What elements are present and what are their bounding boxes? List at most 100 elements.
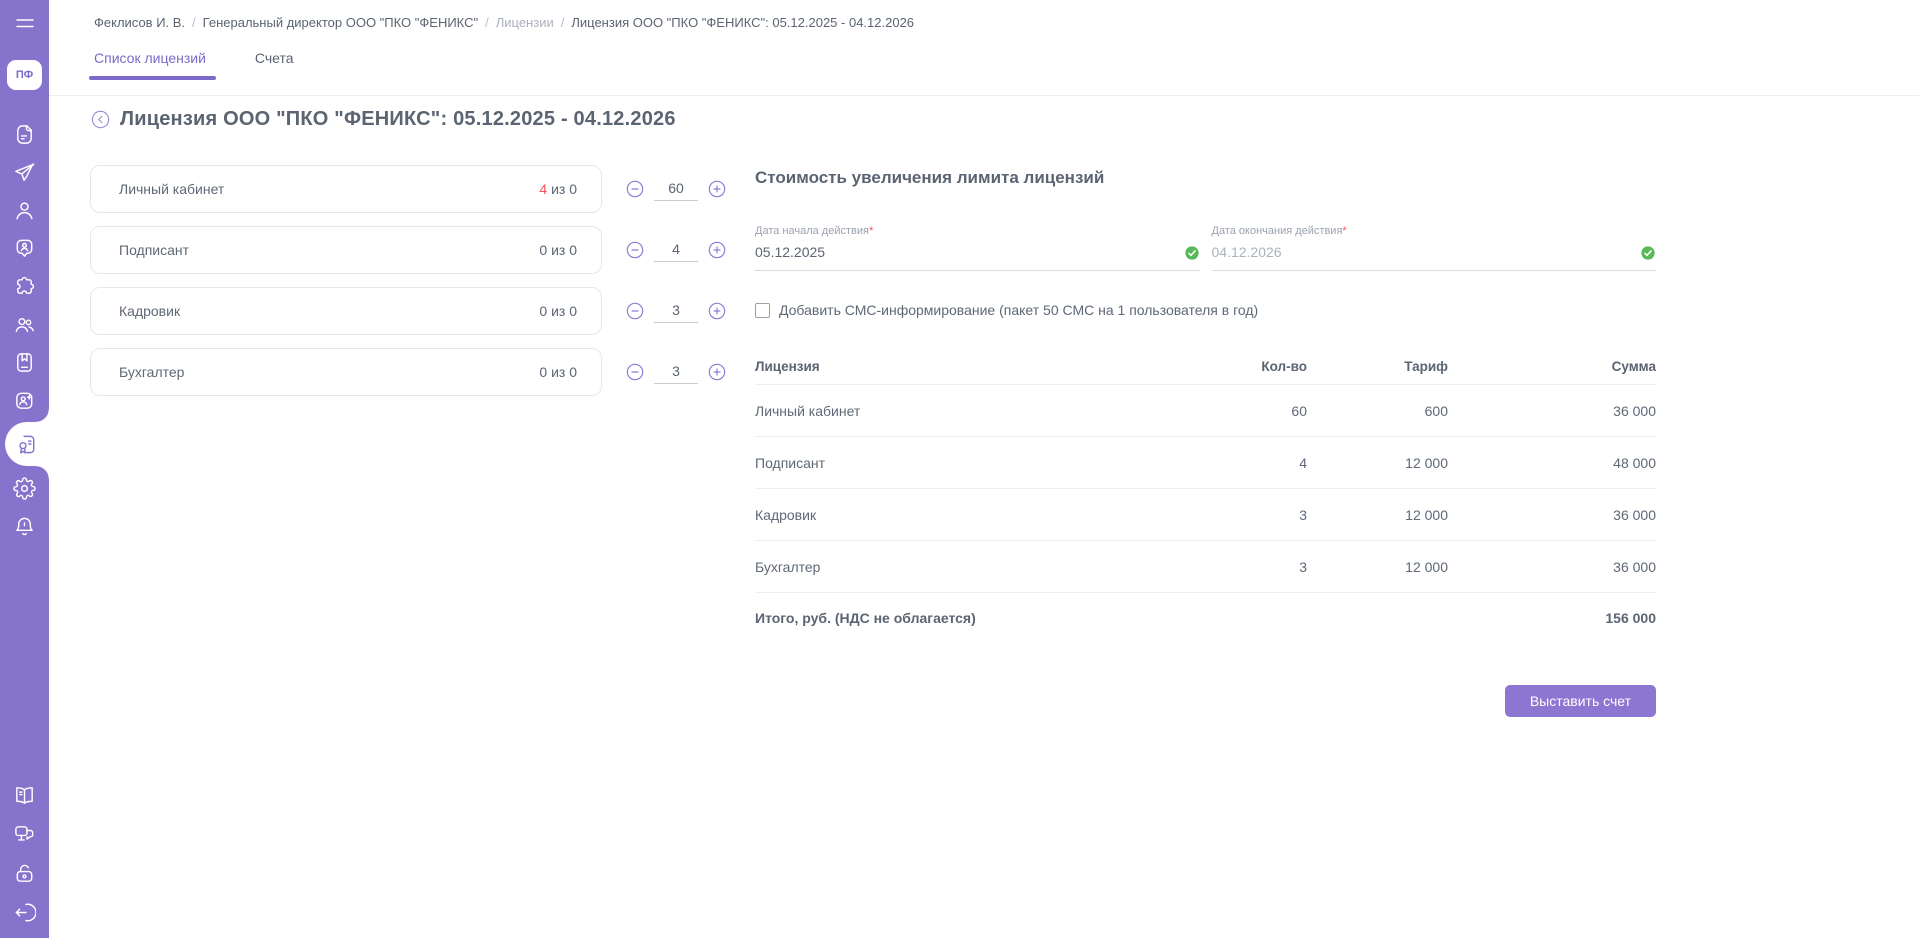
page-title-row: Лицензия ООО "ПКО "ФЕНИКС": 05.12.2025 -… bbox=[90, 108, 676, 131]
page-title: Лицензия ООО "ПКО "ФЕНИКС": 05.12.2025 -… bbox=[120, 108, 676, 130]
plus-circle-icon bbox=[708, 302, 726, 320]
tab-bar: Список лицензий Счета bbox=[89, 50, 294, 80]
decrement-button[interactable] bbox=[625, 301, 645, 321]
decrement-button[interactable] bbox=[625, 362, 645, 382]
sidebar-item-documents[interactable] bbox=[0, 115, 49, 153]
users-group-icon bbox=[15, 317, 34, 332]
sidebar-item-settings[interactable] bbox=[0, 469, 49, 507]
plus-circle-icon bbox=[708, 363, 726, 381]
license-card-label: Бухгалтер bbox=[119, 364, 185, 380]
quantity-input[interactable] bbox=[654, 360, 698, 384]
minus-circle-icon bbox=[626, 302, 644, 320]
total-value: 156 000 bbox=[1605, 610, 1656, 626]
license-cards: Личный кабинет 4 из 0 Подписант 0 из 0 bbox=[90, 165, 771, 409]
cell-license: Подписант bbox=[755, 454, 826, 471]
user-add-icon bbox=[16, 392, 33, 409]
app-logo[interactable]: ПФ bbox=[7, 60, 42, 90]
license-card-personal-account[interactable]: Личный кабинет 4 из 0 bbox=[90, 165, 602, 213]
breadcrumb-current: Лицензия ООО "ПКО "ФЕНИКС": 05.12.2025 -… bbox=[571, 15, 915, 30]
sidebar-item-profile[interactable] bbox=[0, 191, 49, 229]
date-start-label: Дата начала действия* bbox=[755, 225, 874, 237]
breadcrumb-user[interactable]: Феклисов И. В. bbox=[94, 15, 186, 30]
chevron-left-circle-icon bbox=[91, 110, 110, 129]
total-count: из 0 bbox=[547, 181, 577, 197]
sidebar-item-integrations[interactable] bbox=[0, 267, 49, 305]
increment-button[interactable] bbox=[707, 362, 727, 382]
sidebar-item-directory[interactable] bbox=[0, 343, 49, 381]
table-row: Подписант 4 12 000 48 000 bbox=[755, 437, 1656, 489]
breadcrumb-licenses-link[interactable]: Лицензии bbox=[495, 15, 554, 30]
used-count: 4 bbox=[539, 181, 548, 197]
menu-icon[interactable] bbox=[13, 12, 37, 32]
cell-quantity: 60 bbox=[1291, 402, 1307, 419]
sidebar: ПФ bbox=[0, 0, 49, 938]
cell-quantity: 3 bbox=[1299, 506, 1307, 523]
date-end-input[interactable]: 04.12.2026 bbox=[1211, 244, 1282, 260]
sidebar-item-manual[interactable] bbox=[0, 783, 49, 807]
total-count: из 0 bbox=[547, 303, 577, 319]
sidebar-item-security[interactable] bbox=[0, 861, 49, 885]
column-header-tariff: Тариф bbox=[1404, 359, 1448, 374]
license-stepper bbox=[625, 238, 727, 262]
used-count: 0 bbox=[539, 364, 548, 380]
document-icon bbox=[17, 124, 32, 144]
increment-button[interactable] bbox=[707, 301, 727, 321]
license-card-label: Личный кабинет bbox=[119, 181, 225, 197]
sidebar-item-logout[interactable] bbox=[0, 900, 49, 924]
license-row: Подписант 0 из 0 bbox=[90, 226, 771, 274]
support-chat-icon bbox=[15, 825, 34, 841]
cost-table: Лицензия Кол-во Тариф Сумма Личный кабин… bbox=[755, 359, 1656, 643]
decrement-button[interactable] bbox=[625, 179, 645, 199]
license-card-count: 0 из 0 bbox=[539, 242, 577, 258]
open-book-icon bbox=[16, 786, 33, 804]
decrement-button[interactable] bbox=[625, 240, 645, 260]
license-card-count: 0 из 0 bbox=[539, 364, 577, 380]
quantity-input[interactable] bbox=[654, 299, 698, 323]
sidebar-item-notifications[interactable] bbox=[0, 507, 49, 545]
cell-sum: 36 000 bbox=[1613, 402, 1656, 419]
issue-invoice-button[interactable]: Выставить счет bbox=[1504, 685, 1656, 717]
license-card-signer[interactable]: Подписант 0 из 0 bbox=[90, 226, 602, 274]
puzzle-icon bbox=[17, 276, 35, 294]
used-count: 0 bbox=[539, 242, 548, 258]
cell-quantity: 4 bbox=[1299, 454, 1307, 471]
tab-invoices[interactable]: Счета bbox=[254, 50, 294, 66]
settings-icon bbox=[13, 476, 36, 500]
quantity-input[interactable] bbox=[654, 177, 698, 201]
license-card-label: Кадровик bbox=[119, 303, 181, 319]
sidebar-item-employee-card[interactable] bbox=[0, 229, 49, 267]
column-header-sum: Сумма bbox=[1611, 359, 1656, 374]
sidebar-item-licenses[interactable] bbox=[5, 409, 49, 479]
sidebar-item-send[interactable] bbox=[0, 153, 49, 191]
required-mark: * bbox=[1342, 225, 1347, 237]
back-button[interactable] bbox=[90, 109, 111, 130]
breadcrumb-organization[interactable]: Генеральный директор ООО "ПКО "ФЕНИКС" bbox=[202, 15, 479, 30]
plus-circle-icon bbox=[708, 180, 726, 198]
license-card-count: 4 из 0 bbox=[539, 181, 577, 197]
increment-button[interactable] bbox=[707, 179, 727, 199]
minus-circle-icon bbox=[626, 180, 644, 198]
sidebar-item-staff[interactable] bbox=[0, 305, 49, 343]
bell-icon bbox=[16, 517, 33, 535]
cell-sum: 36 000 bbox=[1613, 506, 1656, 523]
date-end-field: Дата окончания действия* 04.12.2026 bbox=[1211, 225, 1656, 271]
sidebar-bottom bbox=[0, 783, 49, 924]
breadcrumb-separator: / bbox=[192, 15, 196, 30]
cost-panel-title: Стоимость увеличения лимита лицензий bbox=[755, 168, 1105, 187]
minus-circle-icon bbox=[626, 363, 644, 381]
column-header-quantity: Кол-во bbox=[1261, 359, 1307, 374]
cell-tariff: 12 000 bbox=[1405, 454, 1448, 471]
sms-checkbox-label: Добавить СМС-информирование (пакет 50 СМ… bbox=[779, 302, 1259, 318]
book-icon bbox=[17, 352, 32, 372]
sidebar-item-invite[interactable] bbox=[0, 381, 49, 419]
license-card-accountant[interactable]: Бухгалтер 0 из 0 bbox=[90, 348, 602, 396]
increment-button[interactable] bbox=[707, 240, 727, 260]
sidebar-item-support[interactable] bbox=[0, 822, 49, 846]
quantity-input[interactable] bbox=[654, 238, 698, 262]
sms-checkbox[interactable] bbox=[755, 302, 770, 318]
tab-license-list[interactable]: Список лицензий bbox=[89, 50, 216, 80]
license-card-hr[interactable]: Кадровик 0 из 0 bbox=[90, 287, 602, 335]
minus-circle-icon bbox=[626, 241, 644, 259]
total-count: из 0 bbox=[547, 364, 577, 380]
date-start-input[interactable]: 05.12.2025 bbox=[755, 244, 826, 260]
